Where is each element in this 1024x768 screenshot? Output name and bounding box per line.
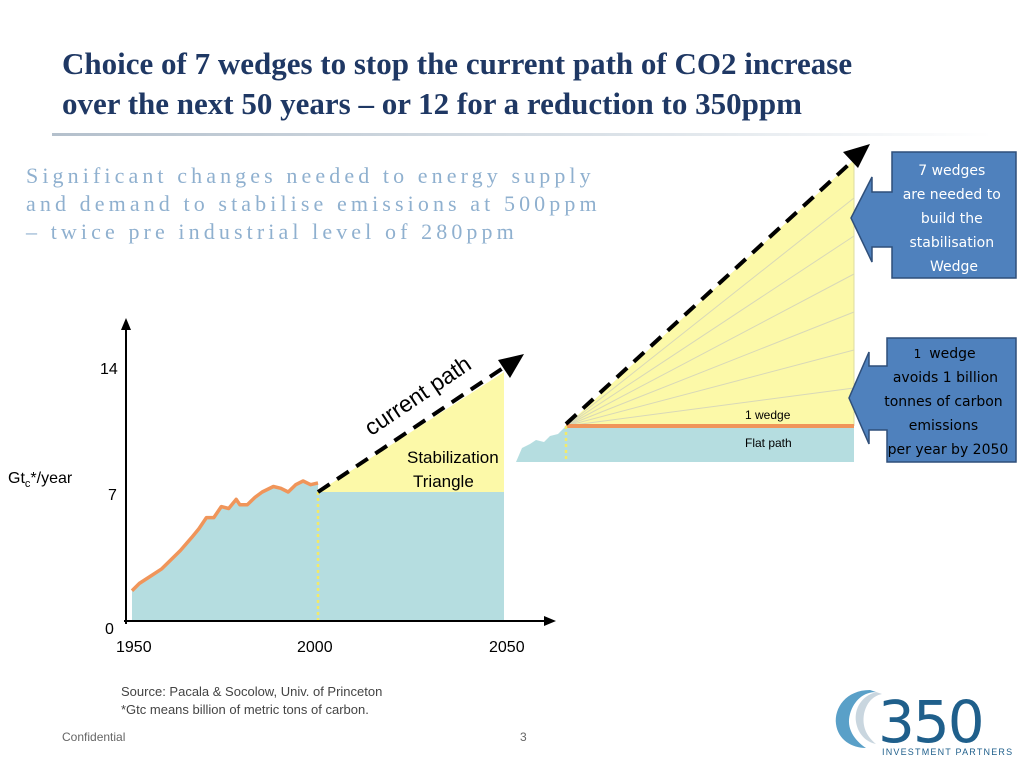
- x-axis-arrow: [544, 616, 556, 626]
- y-tick-14: 14: [100, 361, 118, 378]
- source-note: Source: Pacala & Socolow, Univ. of Princ…: [121, 683, 382, 719]
- y-tick-7: 7: [108, 487, 117, 504]
- callout-bottom-line-4: emissions: [909, 418, 978, 434]
- x-tick-2050: 2050: [489, 639, 525, 656]
- wedge-divider-6: [565, 197, 855, 427]
- triangle-label: Triangle: [413, 472, 474, 491]
- emissions-area: [132, 481, 318, 620]
- y-tick-0: 0: [105, 621, 114, 638]
- source-line-2: *Gtc means billion of metric tons of car…: [121, 702, 369, 717]
- x-tick-2000: 2000: [297, 639, 333, 656]
- stabilization-label: Stabilization: [407, 448, 499, 467]
- wedge-baseline-area: [516, 426, 854, 462]
- wedge-divider-1: [565, 387, 855, 427]
- flat-path-region: [318, 492, 504, 620]
- subtitle-line-3: – twice pre industrial level of 280ppm: [26, 219, 518, 244]
- wedge-divider-2: [565, 349, 855, 427]
- source-line-1: Source: Pacala & Socolow, Univ. of Princ…: [121, 684, 383, 699]
- slide-subtitle: Significant changes needed to energy sup…: [26, 162, 706, 246]
- one-wedge-label: 1 wedge: [745, 408, 791, 422]
- wedge-divider-5: [565, 235, 855, 427]
- wedge-current-path-arrow: [564, 154, 860, 426]
- callout-bottom-line-5: per year by 2050: [888, 442, 1009, 458]
- company-logo: 350 INVESTMENT PARTNERS: [835, 688, 1012, 757]
- logo-text: 350: [878, 688, 983, 756]
- current-path-arrow: [316, 360, 514, 494]
- callout-top-line-5: Wedge: [930, 259, 978, 275]
- wedge-divider-3: [565, 311, 855, 427]
- callout-one-wedge: 1 wedge avoids 1 billion tonnes of carbo…: [848, 337, 1017, 463]
- callout-top-line-4: stabilisation: [909, 235, 994, 251]
- callout-top-line-3: build the: [921, 211, 983, 227]
- slide-title: Choice of 7 wedges to stop the current p…: [62, 44, 962, 124]
- wedge-current-path-arrowhead: [843, 144, 870, 168]
- left-chart: current path Stabilization Triangle 14 7…: [8, 318, 556, 656]
- logo-subtext: INVESTMENT PARTNERS: [882, 747, 1012, 757]
- wedge-chart: 1 wedge Flat path: [516, 144, 870, 462]
- svg-text:7 wedges are needed to: 7 wedges are needed to build the stabili…: [903, 163, 1006, 275]
- callout-seven-wedges: 7 wedges are needed to build the stabili…: [850, 151, 1017, 279]
- callout-bottom-number: 1: [914, 347, 922, 361]
- page-number: 3: [520, 730, 527, 744]
- title-divider: [52, 133, 992, 136]
- callout-bottom-line-1: wedge: [929, 346, 975, 362]
- flat-path-label: Flat path: [745, 436, 792, 450]
- title-line-2: over the next 50 years – or 12 for a red…: [62, 86, 802, 121]
- wedge-divider-4: [565, 273, 855, 427]
- callout-bottom-line-3: tonnes of carbon: [884, 394, 1002, 410]
- wedge-dividers: [565, 197, 855, 427]
- title-line-1: Choice of 7 wedges to stop the current p…: [62, 46, 853, 81]
- svg-text:1 wedge avoids 1 b: 1 wedge avoids 1 billion tonnes of carbo…: [884, 343, 1008, 458]
- callout-top-line-1: 7 wedges: [918, 163, 985, 179]
- x-tick-1950: 1950: [116, 639, 152, 656]
- logo-swoosh-icon: [835, 690, 876, 748]
- subtitle-line-2: and demand to stabilise emissions at 500…: [26, 191, 601, 216]
- current-path-arrowhead: [498, 354, 524, 378]
- footer-confidential: Confidential: [62, 730, 126, 744]
- callout-bottom-line-2: avoids 1 billion: [893, 370, 998, 386]
- callout-top-line-2: are needed to: [903, 187, 1001, 203]
- y-axis-arrow: [121, 318, 131, 330]
- subtitle-line-1: Significant changes needed to energy sup…: [26, 163, 595, 188]
- emissions-line: [130, 479, 319, 592]
- y-axis-label: Gtc*/year: [8, 470, 73, 490]
